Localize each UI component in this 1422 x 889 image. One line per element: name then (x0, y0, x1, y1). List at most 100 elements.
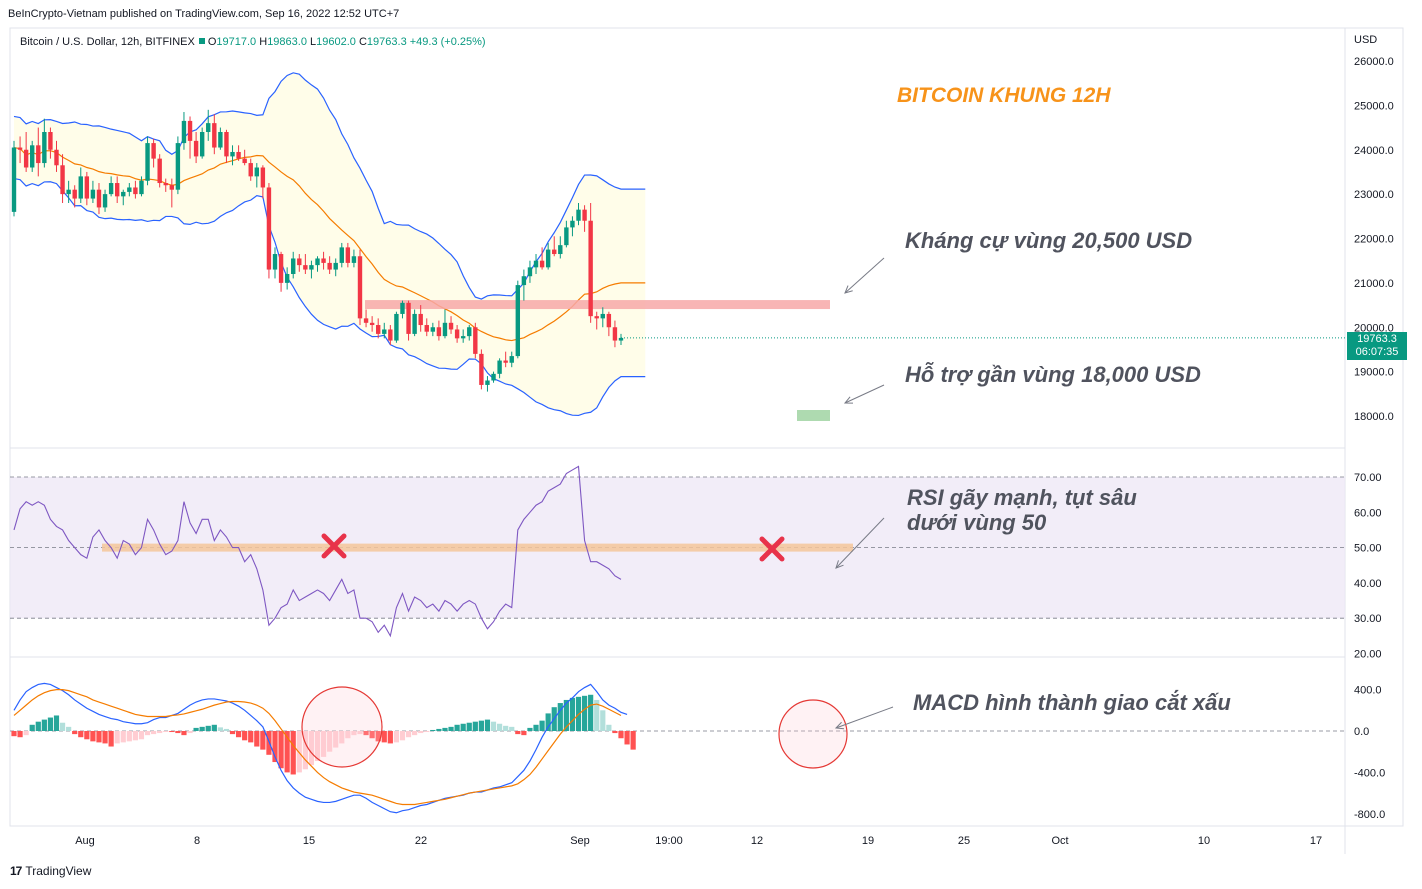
time-tick-label: 10 (1198, 835, 1210, 847)
candle (467, 325, 472, 341)
candle (121, 189, 126, 206)
cross-stroke (321, 533, 347, 559)
candle (454, 325, 460, 343)
candle (193, 132, 199, 164)
candle (278, 251, 284, 292)
rsi-tick-label: 30.00 (1354, 613, 1382, 625)
macd-histogram-bar (320, 731, 327, 757)
macd-annotation: MACD hình thành giao cắt xấu (913, 690, 1231, 715)
candle-body (460, 336, 466, 339)
time-tick-label: 12 (751, 835, 763, 847)
time-tick-label: 8 (194, 835, 200, 847)
candle-body (376, 325, 381, 334)
macd-histogram-bar (169, 731, 175, 733)
price-tick-label: 22000.0 (1354, 234, 1394, 246)
macd-histogram-bar (533, 724, 539, 731)
candle (582, 205, 587, 232)
candle-body (303, 265, 308, 270)
candle (127, 183, 132, 197)
macd-histogram-bar (59, 722, 66, 731)
candle-body (30, 145, 35, 168)
macd-histogram-bar (284, 731, 290, 773)
candle (23, 132, 29, 172)
macd-histogram-bar (393, 731, 400, 743)
tradingview-footer[interactable]: 17 TradingView (10, 864, 91, 878)
open-label: O (207, 36, 217, 48)
price-tick-label: 18000.0 (1354, 411, 1394, 423)
candle-body (42, 132, 47, 164)
time-tick-label: 25 (958, 835, 970, 847)
macd-histogram-bar (248, 731, 254, 743)
time-tick-label: 17 (1310, 835, 1322, 847)
macd-histogram-bar (327, 731, 333, 752)
candle (497, 358, 502, 379)
candle-body (485, 380, 490, 385)
macd-histogram-bar (618, 731, 624, 739)
price-tick-label: 25000.0 (1354, 100, 1394, 112)
candle-body (369, 322, 375, 326)
candle-body (576, 209, 581, 221)
candle (17, 136, 23, 164)
macd-histogram-bar (193, 727, 199, 731)
candle (412, 309, 417, 337)
macd-histogram-bar (369, 731, 375, 739)
macd-histogram-bar (314, 731, 321, 762)
macd-histogram-bar (527, 727, 533, 731)
macd-histogram-bar (442, 727, 448, 731)
last-price-label: 19763.3 06:07:35 (1347, 332, 1407, 360)
candle-body (473, 327, 478, 354)
low-label: L (310, 36, 317, 48)
macd-histogram-bar (217, 727, 223, 731)
rsi-tick-label: 50.00 (1354, 543, 1382, 555)
macd-histogram-bar (132, 731, 138, 741)
candle-body (157, 158, 162, 184)
macd-histogram-bar (424, 731, 430, 733)
candle (139, 176, 144, 197)
candle-body (351, 256, 357, 263)
candle (533, 254, 539, 274)
macd-crossover-circle (301, 686, 383, 768)
candle-body (600, 313, 605, 319)
macd-histogram-bar (588, 694, 594, 731)
macd-histogram-bar (539, 720, 545, 731)
candle (448, 316, 454, 334)
arrow-head (834, 721, 845, 730)
bollinger-lower-line (13, 178, 646, 417)
candle (145, 136, 150, 186)
candle-body (442, 322, 448, 337)
rsi-annotation-line1: RSI gãy mạnh, tụt sâu (907, 485, 1137, 510)
rsi-50-zone (102, 543, 853, 552)
time-tick-label: Aug (75, 835, 95, 847)
candle-body (236, 151, 241, 159)
candle-body (564, 227, 569, 246)
candle-body (321, 258, 326, 263)
candle (382, 322, 387, 339)
candle-body (467, 327, 472, 337)
candle-body (297, 258, 302, 266)
macd-histogram-bar (612, 731, 618, 734)
macd-histogram-bar (503, 725, 509, 731)
candle-body (309, 265, 314, 270)
time-tick-label: 19:00 (655, 835, 683, 847)
rsi-tick-label: 60.00 (1354, 507, 1382, 519)
time-tick-label: 15 (303, 835, 315, 847)
candle-body (242, 158, 247, 164)
support-zone (797, 410, 830, 421)
candle-body (382, 329, 387, 334)
candle-body (430, 327, 436, 332)
candle-body (248, 163, 253, 177)
candle (485, 376, 490, 392)
macd-histogram-bar (436, 728, 442, 731)
candle (260, 165, 266, 199)
macd-histogram-bar (430, 729, 436, 731)
annotation-arrow (835, 517, 885, 569)
macd-histogram-bar (412, 731, 418, 736)
macd-histogram-bar (515, 731, 521, 735)
candle (436, 320, 442, 341)
last-price-value: 19763.3 (1357, 333, 1397, 345)
candle-body (163, 183, 168, 186)
candle-body (23, 149, 29, 168)
macd-histogram-bar (102, 731, 108, 744)
macd-histogram-bar (187, 731, 193, 734)
